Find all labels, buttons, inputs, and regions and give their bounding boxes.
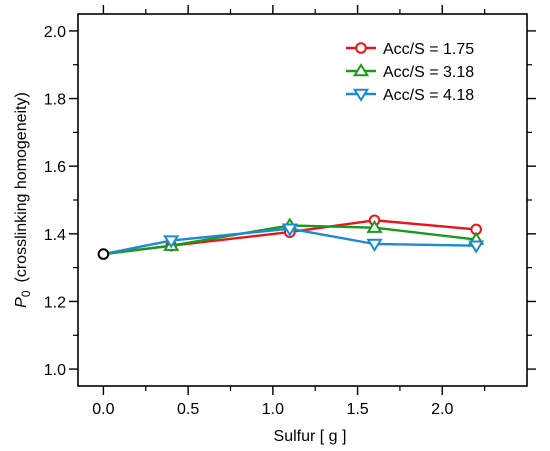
legend-label: Acc/S = 3.18: [383, 64, 474, 81]
x-tick-label: 0.5: [177, 401, 199, 418]
data-point: [366, 219, 383, 233]
data-point: [281, 223, 298, 237]
data-point: [468, 240, 485, 254]
x-tick-label: 0.0: [92, 401, 114, 418]
legend-label: Acc/S = 1.75: [383, 41, 474, 58]
x-axis-label: Sulfur [ g ]: [274, 428, 347, 445]
y-tick-label: 1.6: [44, 159, 66, 176]
y-axis-label-subscript: 0: [19, 290, 33, 297]
data-point: [366, 238, 383, 252]
legend-entry: Acc/S = 1.75: [346, 41, 474, 58]
legend-label: Acc/S = 4.18: [383, 87, 474, 104]
legend-entry: Acc/S = 3.18: [346, 63, 474, 81]
data-point-origin: [97, 248, 110, 260]
data-point: [163, 235, 180, 249]
axis-tick-labels: 0.0 0.5 1.0 1.5 2.0 1.0 1.2 1.4 1.6 1.8 2.0: [44, 24, 454, 418]
series-layer: [97, 214, 485, 260]
y-tick-label: 1.0: [44, 362, 66, 379]
series-3: [103, 223, 485, 256]
svg-text:P0(crosslinking homogeneity): P0 (crosslinking homogeneity): [13, 92, 33, 308]
x-tick-label: 2.0: [431, 401, 453, 418]
legend-entry: Acc/S = 4.18: [346, 87, 474, 104]
legend-marker: [352, 63, 370, 77]
axis-ticks: [69, 5, 536, 395]
x-tick-label: 1.0: [262, 401, 284, 418]
series-1: [103, 214, 482, 256]
y-tick-label: 1.8: [44, 92, 66, 109]
y-tick-label: 1.4: [44, 227, 66, 244]
y-axis-label-symbol: P: [13, 297, 30, 308]
y-axis-label: P0 (crosslinking homogeneity): [13, 92, 33, 308]
y-axis-label-text: (crosslinking homogeneity): [13, 92, 30, 282]
y-tick-label: 2.0: [44, 24, 66, 41]
legend: Acc/S = 1.75 Acc/S = 3.18 Acc/S = 4.18: [346, 41, 474, 104]
x-tick-label: 1.5: [346, 401, 368, 418]
legend-marker: [352, 88, 370, 102]
y-tick-label: 1.2: [44, 294, 66, 311]
legend-marker: [355, 42, 367, 54]
